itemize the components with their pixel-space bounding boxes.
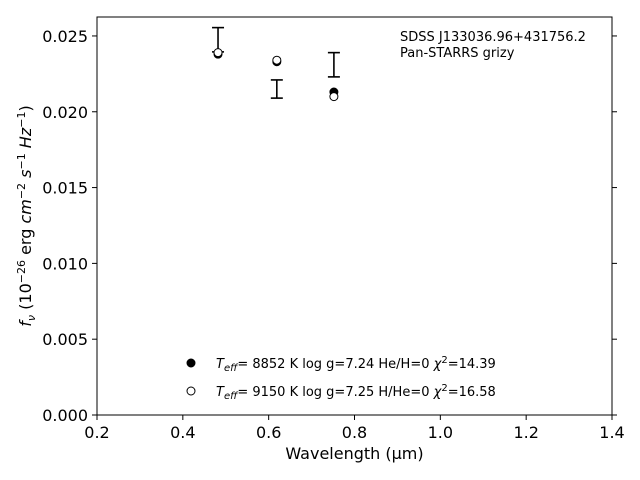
photometry-annotation: Pan-STARRS grizy [400, 46, 515, 61]
x-tick-label: 0.4 [170, 423, 195, 442]
x-tick-label: 0.6 [256, 423, 281, 442]
legend-marker-filled [186, 358, 196, 368]
observed-errorbar [327, 51, 340, 78]
x-tick-label: 1.4 [599, 423, 624, 442]
tick-labels: 0.2 0.4 0.6 0.8 1.0 1.2 1.4 0.000 0.005 0.010 0.01… [42, 27, 625, 442]
y-tick-label: 0.000 [42, 406, 88, 425]
point-open [272, 55, 282, 65]
x-tick-label: 1.2 [513, 423, 538, 442]
y-tick-label: 0.010 [42, 254, 88, 273]
y-axis-label: fν (10−26 erg cm−2 s−1 Hz−1) [15, 105, 38, 326]
x-tick-label: 1.0 [428, 423, 453, 442]
observed-errorbar [270, 79, 283, 99]
x-tick-label: 0.2 [84, 423, 109, 442]
x-axis-label: Wavelength (μm) [285, 444, 423, 463]
legend-entry-2: Teff= 9150 K log g=7.25 H/He=0 χ2=16.58 [216, 383, 496, 402]
object-annotation: SDSS J133036.96+431756.2 [400, 30, 586, 45]
model-points [213, 48, 339, 102]
observed-errorbars [212, 26, 340, 99]
y-tick-label: 0.015 [42, 179, 88, 198]
y-tick-label: 0.020 [42, 103, 88, 122]
point-open [329, 92, 339, 102]
legend-marker-open [186, 386, 196, 396]
point-open [213, 48, 223, 58]
x-tick-label: 0.8 [342, 423, 367, 442]
y-tick-label: 0.025 [42, 27, 88, 46]
axis-ticks [92, 35, 617, 420]
y-tick-label: 0.005 [42, 330, 88, 349]
legend-entry-1: Teff= 8852 K log g=7.24 He/H=0 χ2=14.39 [216, 355, 496, 374]
legend: Teff= 8852 K log g=7.24 He/H=0 χ2=14.39 T… [186, 355, 496, 402]
plot-frame [96, 16, 613, 416]
